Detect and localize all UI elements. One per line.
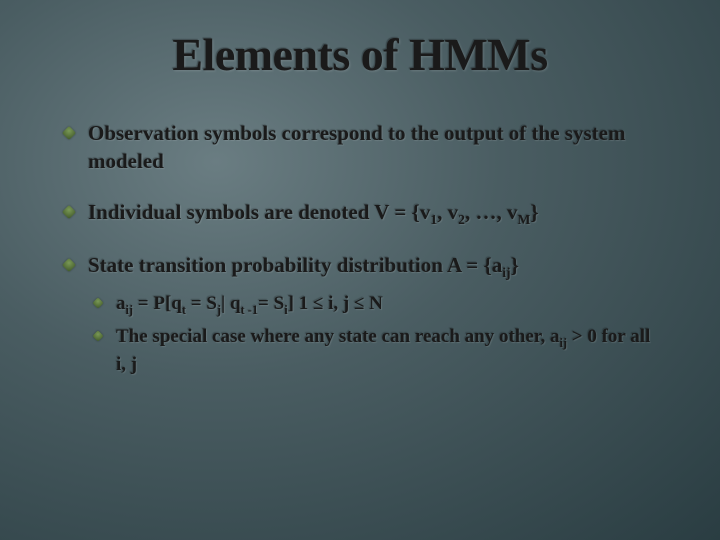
slide-container: Elements of HMMs Observation symbols cor… [0,0,720,419]
bullet-text: State transition probability distributio… [88,253,519,277]
sub-bullet-list: aij = P[qt = Sj| qt -1= Si] 1 ≤ i, j ≤ N… [88,291,660,378]
bullet-text: Individual symbols are denoted V = {v1, … [88,200,539,224]
sub-bullet-item: The special case where any state can rea… [88,324,660,377]
bullet-item: Observation symbols correspond to the ou… [60,119,660,176]
slide-title: Elements of HMMs [60,28,660,81]
sub-bullet-item: aij = P[qt = Sj| qt -1= Si] 1 ≤ i, j ≤ N [88,291,660,318]
bullet-list: Observation symbols correspond to the ou… [60,119,660,377]
sub-bullet-text: aij = P[qt = Sj| qt -1= Si] 1 ≤ i, j ≤ N [116,293,383,314]
bullet-item: Individual symbols are denoted V = {v1, … [60,198,660,230]
bullet-item: State transition probability distributio… [60,251,660,377]
sub-bullet-text: The special case where any state can rea… [116,326,650,374]
bullet-text: Observation symbols correspond to the ou… [88,121,625,173]
